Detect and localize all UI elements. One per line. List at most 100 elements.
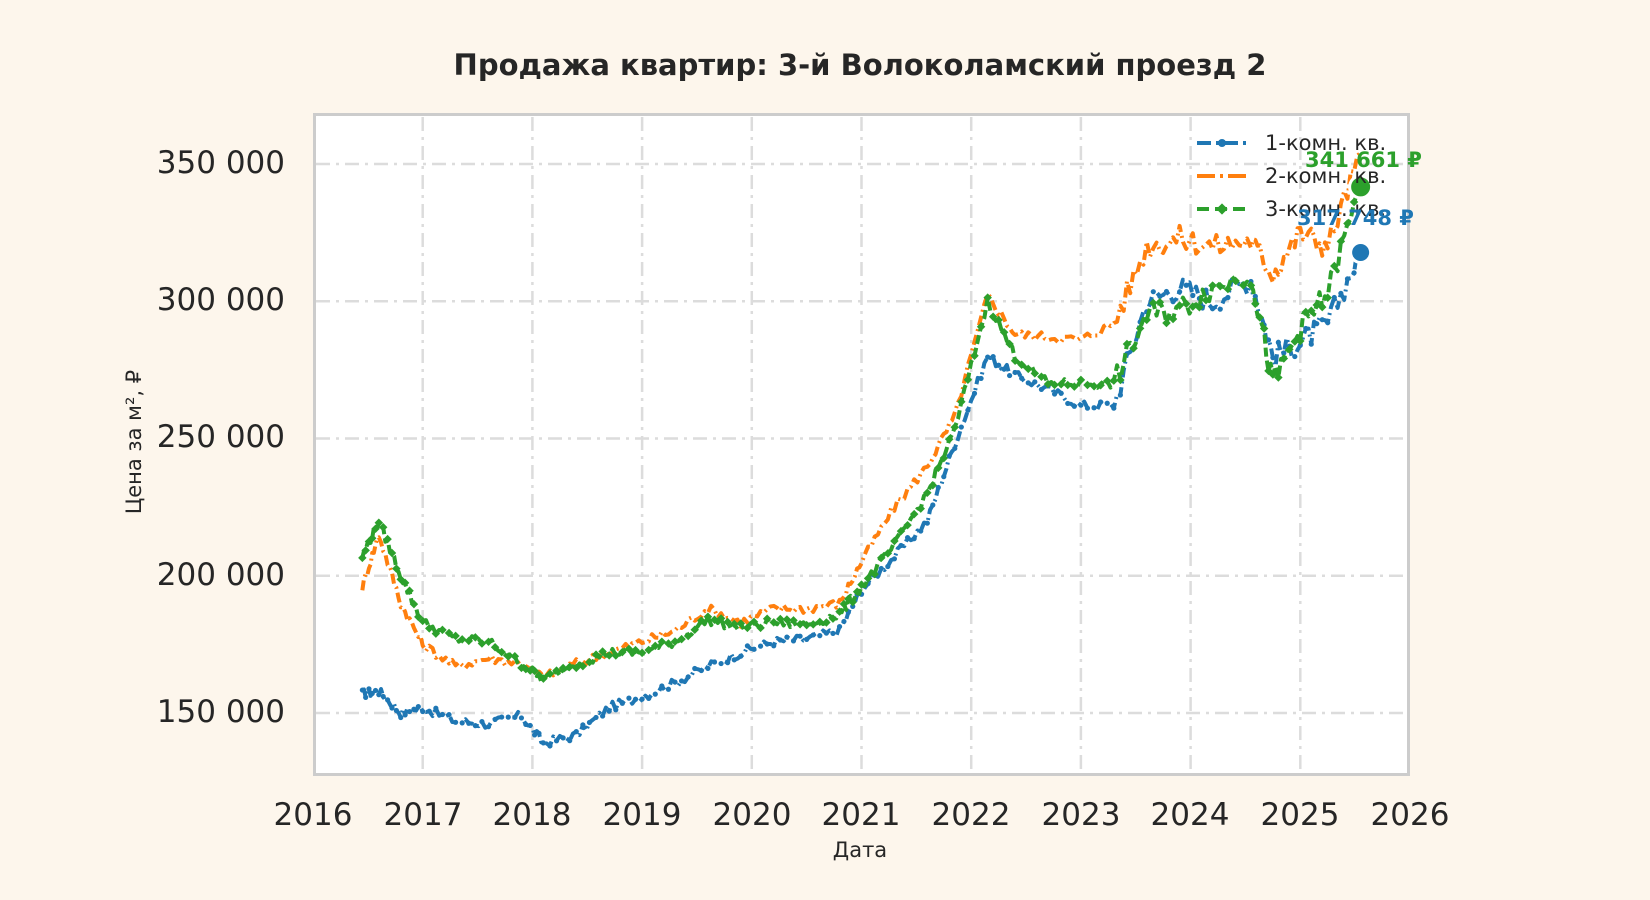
data-point bbox=[802, 620, 811, 630]
data-point bbox=[690, 625, 699, 634]
data-point bbox=[512, 714, 518, 720]
data-point bbox=[492, 716, 498, 722]
data-point bbox=[369, 690, 375, 696]
data-point bbox=[453, 719, 459, 725]
data-point bbox=[567, 738, 573, 744]
data-point bbox=[978, 375, 984, 382]
data-point bbox=[896, 526, 906, 536]
data-point bbox=[1275, 339, 1281, 345]
y-axis-label: Цена за м², ₽ bbox=[122, 369, 146, 515]
data-point bbox=[685, 674, 691, 680]
data-point bbox=[723, 617, 732, 627]
data-point bbox=[1268, 370, 1278, 379]
data-point bbox=[711, 659, 718, 665]
data-point bbox=[366, 686, 372, 692]
data-point bbox=[499, 714, 505, 720]
data-point bbox=[890, 536, 899, 546]
data-point bbox=[415, 704, 421, 710]
legend-label: 1-комн. кв. bbox=[1265, 130, 1387, 155]
data-point bbox=[1252, 293, 1258, 299]
series-line bbox=[361, 247, 1362, 748]
data-point bbox=[1098, 399, 1104, 405]
data-point bbox=[611, 651, 621, 660]
data-point bbox=[1051, 391, 1058, 397]
data-point bbox=[558, 663, 568, 673]
data-point bbox=[904, 534, 911, 541]
data-point bbox=[1168, 314, 1178, 324]
data-point bbox=[505, 714, 511, 720]
data-point bbox=[1303, 325, 1309, 332]
data-point bbox=[585, 657, 594, 667]
data-point bbox=[624, 644, 634, 654]
data-point bbox=[1150, 289, 1156, 295]
data-point bbox=[1155, 298, 1165, 307]
data-point bbox=[383, 534, 392, 544]
data-point bbox=[877, 553, 886, 563]
data-point bbox=[1163, 288, 1170, 295]
data-point bbox=[1190, 292, 1196, 299]
data-point bbox=[598, 647, 607, 656]
data-point bbox=[848, 597, 857, 607]
data-point bbox=[744, 643, 751, 649]
data-point bbox=[828, 614, 838, 623]
data-point bbox=[1188, 302, 1198, 311]
x-tick: 2018 bbox=[492, 797, 572, 833]
data-point bbox=[1065, 400, 1071, 407]
data-point bbox=[790, 638, 797, 644]
data-point bbox=[738, 653, 744, 659]
data-point bbox=[764, 641, 770, 647]
y-tick: 300 000 bbox=[156, 282, 285, 318]
data-point bbox=[1109, 376, 1119, 385]
data-point bbox=[392, 564, 401, 573]
legend-line-dashed-diamond-icon bbox=[1197, 202, 1247, 215]
data-point bbox=[518, 715, 525, 721]
data-point bbox=[1296, 336, 1305, 346]
data-point bbox=[1037, 372, 1046, 381]
data-point bbox=[885, 563, 891, 570]
legend: 1-комн. кв. 2-комн. кв. 3-комн. кв. bbox=[1195, 126, 1386, 225]
data-point bbox=[1217, 306, 1223, 312]
data-point bbox=[1297, 342, 1303, 348]
x-tick: 2025 bbox=[1260, 797, 1340, 833]
data-point bbox=[552, 666, 561, 675]
data-point bbox=[1019, 375, 1025, 381]
data-point bbox=[883, 549, 893, 558]
data-point bbox=[970, 351, 979, 360]
data-point bbox=[990, 354, 996, 360]
data-point bbox=[618, 647, 627, 657]
data-point bbox=[725, 660, 731, 666]
data-point bbox=[545, 669, 555, 679]
data-point bbox=[359, 687, 365, 693]
data-point bbox=[504, 652, 513, 661]
data-point bbox=[1063, 380, 1072, 390]
data-point bbox=[1292, 353, 1298, 360]
data-point bbox=[586, 719, 593, 726]
data-point bbox=[438, 625, 447, 635]
data-point bbox=[903, 520, 912, 530]
data-point bbox=[678, 678, 685, 684]
data-point bbox=[1215, 282, 1225, 291]
data-point bbox=[1142, 315, 1151, 325]
data-point bbox=[531, 732, 538, 738]
data-point bbox=[1279, 354, 1289, 363]
data-point bbox=[580, 722, 586, 728]
data-point bbox=[698, 667, 704, 674]
data-point bbox=[952, 445, 958, 452]
data-point bbox=[797, 633, 803, 639]
data-point bbox=[540, 740, 546, 746]
data-point bbox=[479, 718, 485, 725]
data-point bbox=[420, 708, 426, 715]
data-point bbox=[941, 474, 947, 480]
data-point bbox=[683, 631, 693, 641]
data-point bbox=[1070, 382, 1079, 391]
data-point bbox=[1209, 306, 1216, 312]
data-point bbox=[731, 657, 737, 663]
data-point bbox=[946, 453, 952, 459]
data-point bbox=[444, 628, 454, 638]
data-point bbox=[703, 612, 713, 621]
data-point bbox=[852, 587, 862, 596]
data-point bbox=[1290, 337, 1300, 346]
data-point bbox=[632, 696, 639, 702]
data-point bbox=[771, 643, 777, 649]
data-point bbox=[988, 312, 998, 322]
